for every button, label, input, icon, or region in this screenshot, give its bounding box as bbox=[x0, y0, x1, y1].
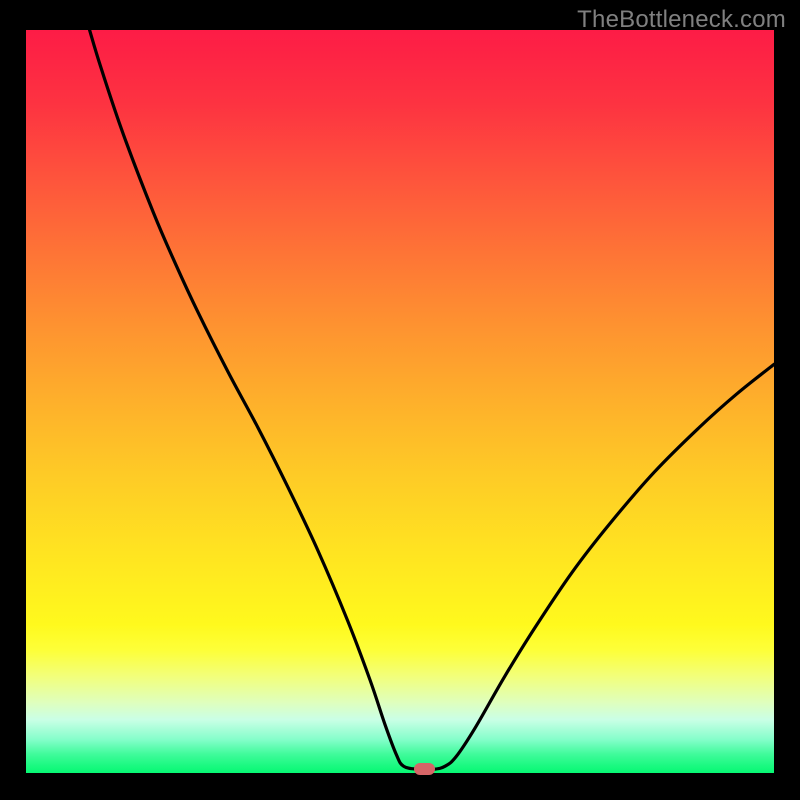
bottleneck-curve bbox=[26, 30, 774, 773]
optimum-marker bbox=[414, 763, 435, 775]
plot-area bbox=[26, 30, 774, 773]
chart-frame: TheBottleneck.com bbox=[0, 0, 800, 800]
